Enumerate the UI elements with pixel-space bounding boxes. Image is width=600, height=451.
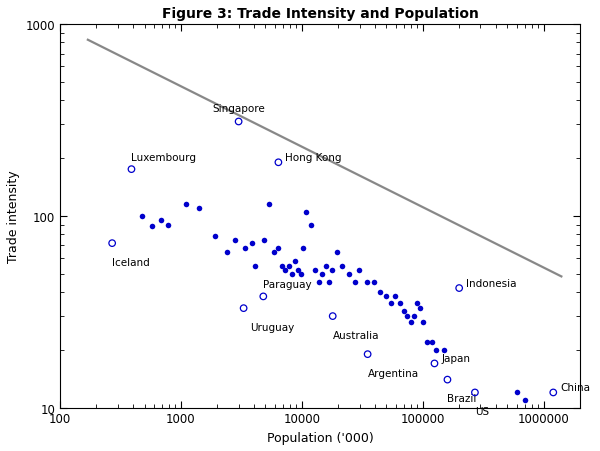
Point (520, 396, 530, 403)
Point (321, 262, 331, 270)
Point (415, 305, 425, 312)
Point (230, 237, 240, 244)
Point (406, 318, 416, 326)
Point (381, 293, 391, 300)
Point (259, 293, 268, 300)
Title: Figure 3: Trade Intensity and Population: Figure 3: Trade Intensity and Population (161, 7, 478, 21)
Point (317, 270, 327, 277)
Point (284, 262, 293, 270)
Text: China: China (560, 382, 590, 392)
Text: Singapore: Singapore (212, 104, 265, 114)
Point (418, 318, 427, 326)
Text: Iceland: Iceland (112, 258, 150, 267)
Point (181, 201, 191, 208)
Point (376, 289, 385, 296)
Point (403, 313, 412, 320)
Point (548, 389, 558, 396)
Point (260, 237, 269, 244)
Text: Argentina: Argentina (368, 368, 419, 378)
Point (354, 267, 364, 274)
Point (234, 119, 244, 126)
Point (391, 293, 400, 300)
Point (470, 389, 480, 396)
Point (369, 279, 379, 286)
Point (248, 240, 257, 247)
Point (430, 360, 439, 367)
Text: Luxembourg: Luxembourg (131, 153, 196, 163)
Point (328, 267, 337, 274)
Y-axis label: Trade intensity: Trade intensity (7, 170, 20, 262)
Point (306, 221, 316, 229)
Point (265, 201, 274, 208)
Point (287, 270, 297, 277)
Point (443, 376, 452, 383)
Point (301, 209, 311, 216)
Point (386, 300, 395, 307)
Point (296, 270, 305, 277)
Point (281, 267, 290, 274)
Point (399, 308, 409, 315)
Point (310, 267, 320, 274)
Point (362, 279, 371, 286)
Point (137, 213, 147, 220)
Point (107, 240, 117, 247)
Text: Paraguay: Paraguay (263, 280, 312, 290)
Point (439, 346, 449, 354)
Point (148, 223, 157, 230)
X-axis label: Population ('000): Population ('000) (266, 431, 373, 444)
Text: US: US (475, 406, 489, 416)
Point (127, 166, 136, 173)
Point (293, 267, 303, 274)
Text: Hong Kong: Hong Kong (286, 153, 342, 163)
Point (241, 245, 250, 252)
Point (395, 300, 404, 307)
Point (427, 339, 437, 346)
Point (422, 339, 432, 346)
Point (273, 245, 283, 252)
Point (250, 262, 260, 270)
Point (454, 285, 464, 292)
Point (350, 279, 360, 286)
Point (298, 245, 308, 252)
Point (290, 258, 300, 265)
Point (412, 300, 422, 307)
Point (163, 221, 173, 229)
Point (337, 262, 347, 270)
Point (512, 389, 521, 396)
Point (222, 249, 232, 256)
Text: Indonesia: Indonesia (466, 278, 517, 288)
Point (409, 313, 419, 320)
Text: Brazil: Brazil (448, 394, 477, 404)
Text: Australia: Australia (333, 330, 379, 340)
Point (363, 351, 373, 358)
Point (156, 217, 166, 224)
Point (431, 346, 441, 354)
Point (210, 233, 220, 240)
Point (194, 205, 203, 212)
Point (328, 313, 338, 320)
Text: Japan: Japan (442, 354, 470, 364)
Point (314, 279, 323, 286)
Point (332, 249, 342, 256)
Point (277, 262, 286, 270)
Text: Uruguay: Uruguay (251, 322, 295, 332)
Point (274, 159, 283, 166)
Point (269, 249, 279, 256)
Point (239, 305, 248, 312)
Point (324, 279, 334, 286)
Point (344, 270, 354, 277)
